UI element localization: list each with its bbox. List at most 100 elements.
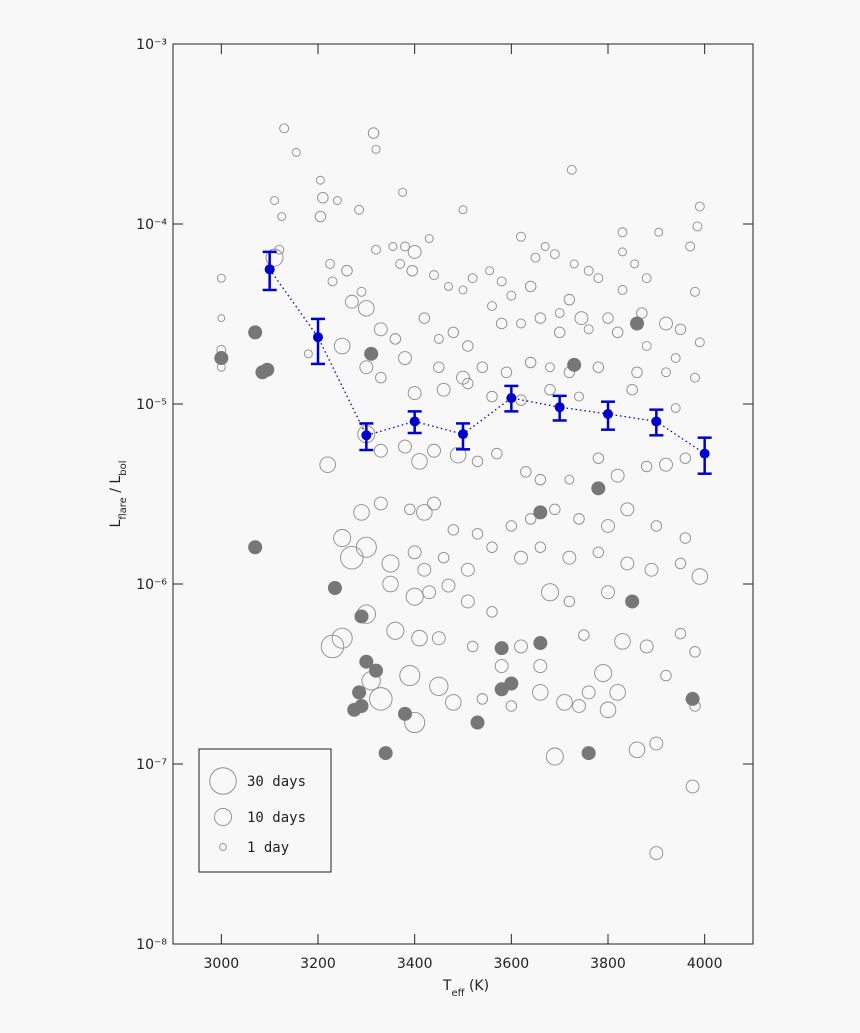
star-point (467, 273, 478, 284)
star-point (674, 323, 687, 336)
star-point (524, 280, 537, 293)
star-point (471, 455, 484, 468)
star-point (319, 456, 336, 473)
legend-label: 10 days (247, 810, 306, 826)
star-point (373, 443, 388, 458)
star-point (514, 550, 528, 565)
mean-point (313, 332, 323, 343)
star-point (583, 265, 594, 276)
star-point (476, 693, 489, 705)
star-point (640, 460, 653, 473)
filled-point (591, 481, 606, 496)
star-point (407, 386, 422, 400)
star-point (496, 276, 507, 287)
star-point (458, 285, 468, 295)
mean-point (409, 416, 420, 427)
star-point (679, 452, 692, 464)
star-point (562, 550, 577, 565)
star-point (386, 621, 405, 640)
x-tick-label: 4000 (687, 956, 723, 972)
star-point (354, 204, 365, 215)
legend-marker (209, 767, 237, 795)
star-point (691, 568, 709, 585)
star-point (486, 606, 498, 618)
star-point (694, 201, 705, 212)
star-point (541, 583, 559, 602)
star-point (618, 247, 627, 257)
star-point (441, 578, 456, 593)
star-point (437, 551, 450, 564)
star-point (341, 265, 353, 277)
star-point (563, 595, 576, 608)
star-point (670, 403, 681, 413)
star-point (566, 164, 577, 175)
star-point (404, 503, 416, 516)
star-point (407, 545, 422, 560)
star-point (524, 513, 537, 525)
filled-point (567, 357, 582, 372)
legend-marker (219, 843, 227, 851)
star-point (371, 244, 381, 255)
star-point (458, 205, 468, 215)
star-point (331, 627, 353, 649)
y-tick-label: 10⁻⁷ (136, 757, 167, 773)
filled-point (398, 706, 412, 721)
x-tick-label: 3800 (590, 956, 626, 972)
legend-marker (214, 808, 232, 826)
filled-point (533, 505, 548, 520)
star-point (690, 286, 700, 297)
filled-point (369, 663, 383, 678)
star-point (685, 779, 700, 794)
star-point (574, 311, 589, 326)
filled-point (354, 609, 369, 624)
star-point (685, 241, 696, 252)
star-point (491, 447, 503, 460)
star-point (449, 446, 467, 464)
star-point (431, 631, 446, 646)
star-point (514, 639, 528, 654)
star-point (381, 554, 400, 573)
x-tick-label: 3000 (204, 956, 240, 972)
star-point (650, 520, 663, 532)
star-point (389, 333, 402, 345)
star-point (367, 127, 380, 139)
star-point (445, 694, 462, 711)
star-point (592, 361, 605, 373)
star-point (460, 594, 475, 609)
star-point (399, 665, 421, 687)
star-point (617, 285, 628, 295)
star-point (460, 562, 475, 577)
filled-point (214, 351, 229, 366)
star-point (545, 747, 564, 766)
star-point (636, 307, 648, 319)
star-point (572, 699, 586, 713)
star-point (382, 575, 399, 593)
mean-point (603, 408, 613, 419)
star-point (639, 639, 654, 654)
star-point (433, 361, 445, 373)
mean-point (506, 392, 517, 403)
star-point (556, 694, 573, 711)
star-point (626, 384, 638, 396)
filled-point (248, 325, 263, 340)
legend-label: 1 day (247, 840, 289, 856)
filled-point (625, 594, 640, 609)
star-point (411, 453, 428, 470)
star-point (660, 669, 672, 682)
star-point (641, 341, 652, 351)
star-point (610, 468, 625, 483)
star-point (649, 846, 664, 860)
star-point (359, 360, 374, 375)
star-point (265, 248, 284, 267)
star-point (545, 362, 555, 373)
star-point (405, 587, 424, 606)
filled-point (378, 746, 393, 761)
star-point (407, 244, 422, 259)
star-point (500, 366, 513, 379)
star-point (398, 351, 412, 365)
star-point (549, 249, 560, 260)
star-point (620, 502, 635, 517)
star-point (373, 496, 388, 511)
